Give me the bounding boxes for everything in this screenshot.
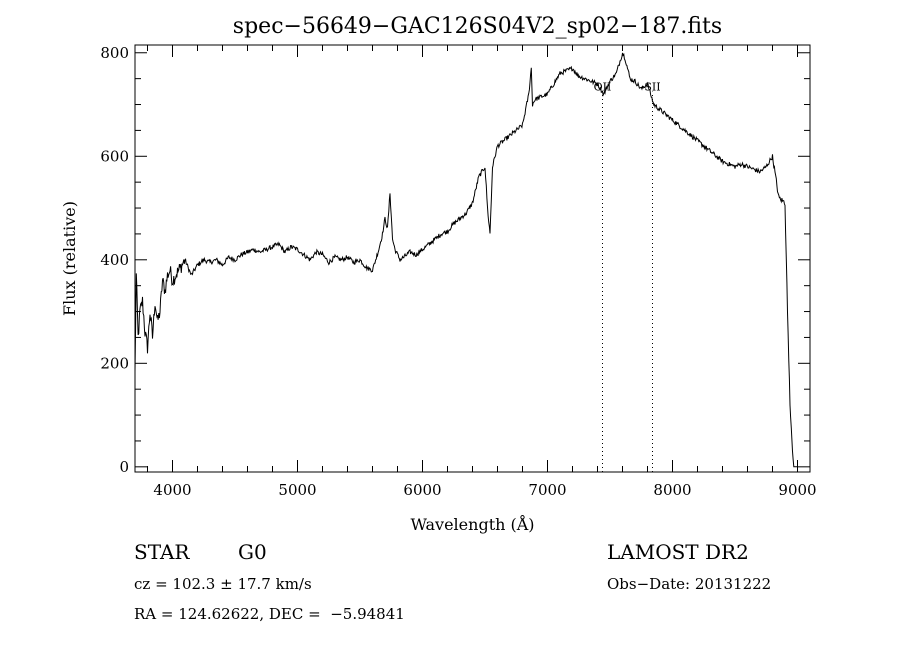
y-tick-label: 800 [100, 44, 129, 62]
x-axis-label: Wavelength (Å) [410, 514, 534, 534]
y-tick-label: 200 [100, 354, 129, 372]
x-tick-label: 4000 [153, 481, 191, 499]
spectrum-line [134, 52, 798, 468]
obs-date: Obs−Date: 20131222 [607, 575, 772, 593]
y-tick-label: 600 [100, 147, 129, 165]
y-axis-label: Flux (relative) [60, 201, 79, 316]
x-tick-label: 6000 [403, 481, 441, 499]
survey-name: LAMOST DR2 [607, 540, 749, 564]
x-tick-label: 8000 [653, 481, 691, 499]
redshift-text: cz = 102.3 ± 17.7 km/s [134, 575, 312, 593]
coordinates-text: RA = 124.62622, DEC = −5.94841 [134, 605, 405, 623]
y-tick-label: 0 [119, 458, 129, 476]
x-tick-label: 9000 [778, 481, 816, 499]
line-marker-label: OII [594, 81, 612, 94]
spectral-class: STAR [134, 540, 190, 564]
x-tick-label: 5000 [278, 481, 316, 499]
plot-frame [134, 44, 811, 473]
x-tick-label: 7000 [528, 481, 566, 499]
y-tick-label: 400 [100, 251, 129, 269]
chart-title: spec−56649−GAC126S04V2_sp02−187.fits [233, 14, 722, 39]
line-marker-label: SII [644, 81, 660, 94]
spectral-subclass: G0 [238, 540, 267, 564]
